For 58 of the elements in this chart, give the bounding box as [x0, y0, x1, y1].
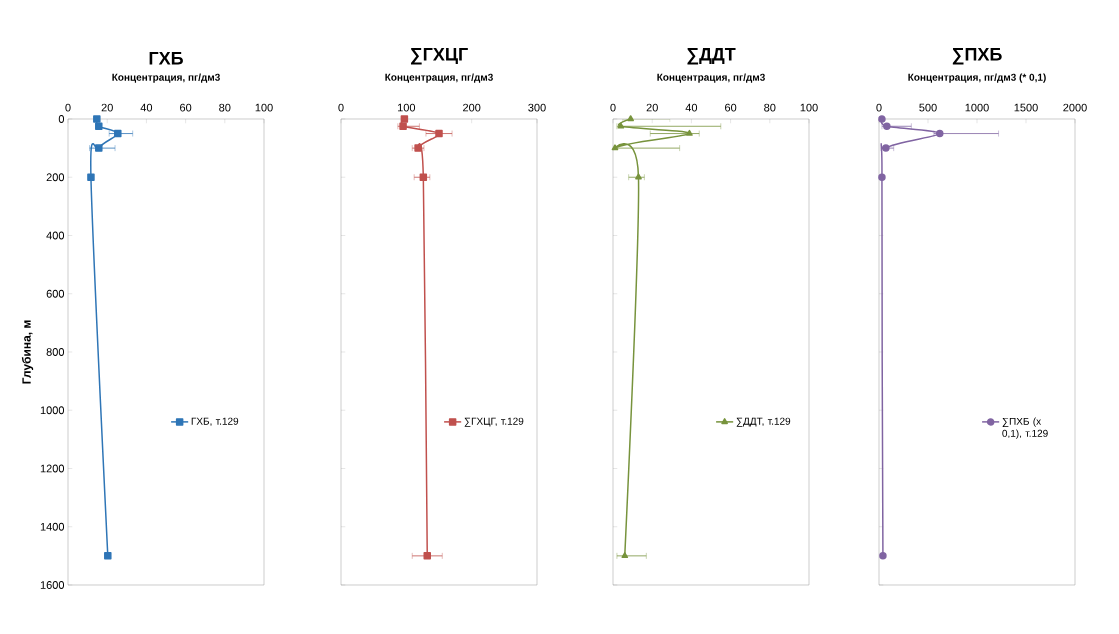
x-tick-label: 100 — [255, 103, 273, 112]
point — [87, 173, 95, 181]
x-tick-label: 2000 — [1063, 103, 1087, 112]
x-tick-label: 20 — [646, 103, 658, 112]
x-tick-label: 1500 — [1014, 103, 1038, 112]
point — [627, 115, 634, 122]
legend-label: ∑ГХЦГ, т.129 — [464, 417, 524, 427]
x-tick-label: 0 — [338, 103, 344, 112]
x-tick-label: 80 — [764, 103, 776, 112]
x-tick-label: 20 — [101, 103, 113, 112]
y-tick-label: 600 — [46, 289, 65, 298]
chart-title: ∑ПХБ — [952, 48, 1002, 65]
x-tick-label: 500 — [919, 103, 937, 112]
x-tick-label: 40 — [685, 103, 698, 112]
point — [435, 129, 443, 138]
y-tick-label: 1400 — [40, 522, 65, 531]
point — [423, 552, 431, 560]
x-axis-title: Концентрация, пг/дм3 — [657, 73, 765, 83]
x-tick-label: 1000 — [965, 103, 989, 112]
x-tick-label: 200 — [463, 103, 481, 112]
point — [686, 129, 693, 136]
x-axis-title: Концентрация, пг/дм3 (* 0,1) — [908, 73, 1046, 83]
point — [621, 552, 629, 559]
legend-label: ГХБ, т.129 — [191, 417, 239, 426]
chart-title: ∑ДДТ — [687, 48, 736, 65]
y-tick-label: 800 — [46, 348, 65, 356]
legend-label: ∑ПХБ (x 0,1), т.129 — [1002, 417, 1048, 439]
point — [400, 115, 409, 123]
x-tick-label: 0 — [610, 103, 616, 112]
y-tick-label: 400 — [46, 231, 65, 240]
point — [114, 129, 122, 138]
x-tick-label: 80 — [219, 103, 231, 112]
point — [104, 552, 112, 560]
legend-label: ∑ДДТ, т.129 — [736, 417, 791, 427]
y-tick-label: 0 — [58, 115, 65, 123]
x-tick-label: 60 — [725, 103, 737, 112]
point — [878, 173, 886, 181]
y-axis-title: Глубина, м — [21, 320, 34, 384]
x-tick-label: 40 — [140, 103, 153, 112]
chart-title: ∑ГХЦГ — [410, 48, 468, 65]
x-tick-label: 100 — [800, 103, 818, 112]
x-tick-label: 0 — [876, 103, 882, 112]
point — [93, 115, 101, 123]
point — [879, 552, 887, 560]
x-axis-title: Концентрация, пг/дм3 — [112, 73, 220, 83]
y-tick-label: 1000 — [40, 406, 65, 415]
x-tick-label: 300 — [528, 103, 546, 112]
x-axis-title: Концентрация, пг/дм3 — [385, 73, 493, 83]
x-tick-label: 0 — [65, 103, 71, 112]
point — [95, 122, 103, 131]
x-tick-label: 60 — [180, 103, 192, 112]
y-tick-label: 1600 — [40, 581, 65, 589]
chart-title: ГХБ — [149, 52, 183, 65]
y-tick-label: 1200 — [40, 464, 65, 473]
point — [95, 144, 103, 152]
point — [878, 115, 886, 123]
y-tick-label: 200 — [46, 173, 65, 182]
x-tick-label: 100 — [397, 103, 416, 112]
